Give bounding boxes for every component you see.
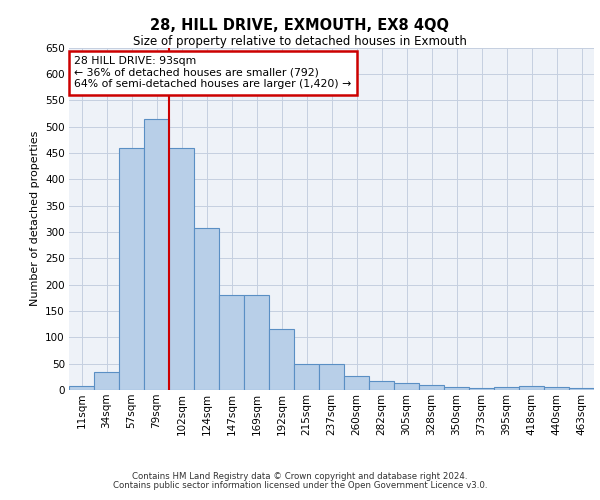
Bar [94, 372, 119, 390]
Bar [169, 148, 194, 390]
Bar [469, 388, 494, 390]
Bar [119, 148, 144, 390]
Bar [244, 295, 269, 390]
Text: 28, HILL DRIVE, EXMOUTH, EX8 4QQ: 28, HILL DRIVE, EXMOUTH, EX8 4QQ [151, 18, 449, 32]
Bar [494, 388, 519, 390]
Bar [569, 388, 594, 390]
Text: Contains public sector information licensed under the Open Government Licence v3: Contains public sector information licen… [113, 481, 487, 490]
Bar [219, 295, 244, 390]
Bar [144, 118, 169, 390]
Bar [294, 364, 319, 390]
Bar [444, 388, 469, 390]
Bar [519, 386, 544, 390]
Bar [369, 380, 394, 390]
Bar [269, 330, 294, 390]
Bar [344, 376, 369, 390]
Bar [194, 228, 219, 390]
Bar [319, 364, 344, 390]
Bar [69, 386, 94, 390]
Text: Contains HM Land Registry data © Crown copyright and database right 2024.: Contains HM Land Registry data © Crown c… [132, 472, 468, 481]
Bar [419, 384, 444, 390]
Text: Size of property relative to detached houses in Exmouth: Size of property relative to detached ho… [133, 35, 467, 48]
Bar [394, 383, 419, 390]
Bar [544, 388, 569, 390]
Text: 28 HILL DRIVE: 93sqm
← 36% of detached houses are smaller (792)
64% of semi-deta: 28 HILL DRIVE: 93sqm ← 36% of detached h… [74, 56, 352, 90]
Y-axis label: Number of detached properties: Number of detached properties [29, 131, 40, 306]
